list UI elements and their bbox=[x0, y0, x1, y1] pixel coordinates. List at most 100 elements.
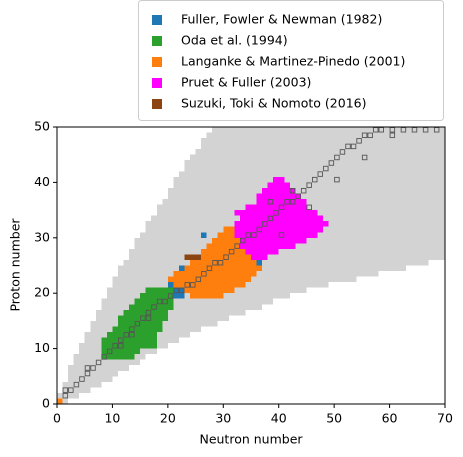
nuclide-row bbox=[256, 199, 307, 205]
nuclide-row bbox=[167, 276, 251, 283]
open-square bbox=[118, 337, 124, 344]
open-square bbox=[289, 187, 296, 194]
open-square bbox=[361, 132, 368, 139]
open-square bbox=[212, 260, 218, 266]
legend-label: Langanke & Martinez-Pinedo (2001) bbox=[181, 54, 405, 69]
open-square bbox=[278, 232, 285, 238]
plot-area bbox=[57, 127, 445, 404]
nuclide-row bbox=[178, 171, 445, 177]
x-tick-label: 40 bbox=[271, 411, 287, 426]
open-square bbox=[129, 332, 135, 338]
open-square bbox=[295, 193, 301, 199]
nuclide-row bbox=[256, 193, 301, 200]
open-square bbox=[312, 176, 318, 183]
nuclide-row bbox=[201, 248, 246, 255]
nuclide-row bbox=[162, 287, 196, 294]
legend-box bbox=[138, 0, 444, 121]
open-square bbox=[367, 132, 373, 139]
nuclide-row bbox=[273, 176, 285, 183]
nuclide-row bbox=[101, 298, 274, 305]
nuclide-row bbox=[112, 326, 163, 332]
nuclide-row bbox=[173, 271, 257, 277]
open-square bbox=[239, 237, 246, 244]
open-square bbox=[278, 204, 285, 211]
open-square bbox=[306, 182, 312, 188]
open-square bbox=[156, 298, 163, 305]
x-tick-label: 10 bbox=[104, 411, 120, 426]
open-square bbox=[323, 165, 329, 172]
nuclide-row bbox=[234, 232, 318, 238]
plot-frame bbox=[56, 126, 446, 405]
open-square bbox=[328, 160, 335, 166]
open-square bbox=[118, 343, 124, 349]
nuclide-row bbox=[245, 248, 279, 255]
legend-marker bbox=[152, 57, 162, 67]
nuclide-row bbox=[184, 165, 445, 172]
open-square bbox=[62, 387, 69, 393]
nuclide-row bbox=[57, 398, 63, 404]
open-square bbox=[228, 248, 235, 255]
open-square bbox=[234, 243, 240, 249]
open-square bbox=[151, 304, 157, 310]
open-square bbox=[162, 298, 168, 305]
open-square bbox=[267, 215, 274, 222]
legend-marker bbox=[152, 99, 162, 109]
nuclide-row bbox=[212, 127, 445, 133]
nuclide-row bbox=[190, 154, 445, 161]
nuclide-row bbox=[68, 376, 113, 382]
nuclide-row bbox=[195, 254, 251, 260]
nuclide-row bbox=[184, 254, 202, 260]
open-square bbox=[217, 260, 224, 266]
open-square bbox=[334, 154, 340, 161]
open-square bbox=[178, 287, 185, 294]
open-square bbox=[112, 343, 118, 349]
x-tick-label: 50 bbox=[326, 411, 342, 426]
open-square bbox=[145, 309, 152, 316]
open-square bbox=[140, 315, 146, 321]
open-square bbox=[356, 138, 362, 144]
open-square bbox=[173, 287, 179, 294]
open-square bbox=[361, 154, 368, 161]
nuclide-row bbox=[201, 232, 207, 238]
nuclide-row bbox=[129, 248, 445, 255]
open-square bbox=[190, 282, 196, 288]
nuclide-row bbox=[62, 387, 91, 393]
nuclide-row bbox=[57, 392, 80, 399]
nuclide-row bbox=[173, 293, 185, 299]
nuclide-row bbox=[167, 193, 445, 200]
nuclide-row bbox=[184, 287, 235, 294]
open-square bbox=[84, 365, 91, 371]
open-square bbox=[129, 326, 135, 332]
nuclide-row bbox=[173, 282, 246, 288]
x-tick-label: 70 bbox=[437, 411, 453, 426]
open-square bbox=[256, 226, 263, 233]
open-square bbox=[389, 132, 396, 139]
open-square bbox=[95, 359, 102, 366]
nuclide-row bbox=[234, 210, 318, 216]
open-square bbox=[251, 232, 257, 238]
nuclide-row bbox=[101, 354, 135, 360]
y-tick-label: 20 bbox=[34, 285, 50, 300]
x-tick-label: 20 bbox=[160, 411, 176, 426]
nuclide-row bbox=[184, 160, 445, 166]
legend-label: Pruet & Fuller (2003) bbox=[181, 75, 311, 90]
nuclide-row bbox=[101, 343, 157, 349]
nuclide-row bbox=[184, 265, 263, 272]
nuclide-row bbox=[239, 237, 307, 244]
nuclide-row bbox=[129, 304, 174, 310]
nuclide-row bbox=[68, 370, 118, 377]
nuclide-row bbox=[201, 143, 445, 150]
open-square bbox=[201, 271, 207, 277]
x-tick-label: 30 bbox=[215, 411, 231, 426]
nuclide-row bbox=[267, 182, 290, 188]
open-square bbox=[84, 370, 91, 377]
open-square bbox=[273, 210, 279, 216]
open-square bbox=[123, 332, 130, 338]
nuclide-row bbox=[239, 215, 324, 222]
x-tick-label: 60 bbox=[382, 411, 398, 426]
legend-marker bbox=[152, 78, 162, 88]
open-square bbox=[262, 221, 268, 227]
open-square bbox=[101, 354, 107, 360]
open-square bbox=[350, 143, 357, 150]
open-square bbox=[317, 171, 324, 177]
